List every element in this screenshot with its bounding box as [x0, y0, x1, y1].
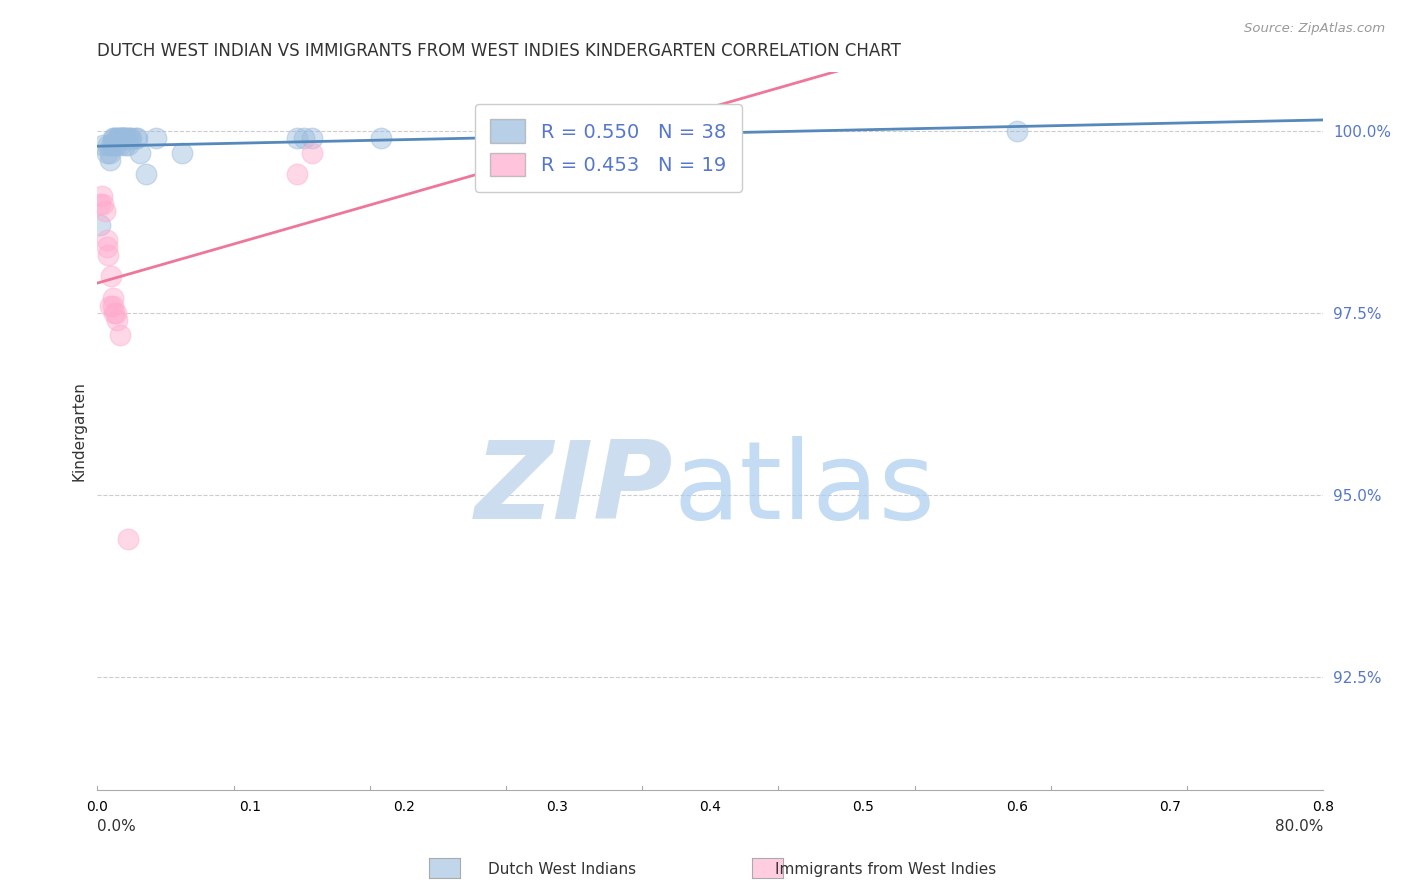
Text: ZIP: ZIP: [475, 435, 673, 541]
Legend: R = 0.550   N = 38, R = 0.453   N = 19: R = 0.550 N = 38, R = 0.453 N = 19: [475, 103, 742, 192]
Text: Immigrants from West Indies: Immigrants from West Indies: [775, 863, 997, 877]
Point: [103, 306, 125, 320]
Text: 0.0%: 0.0%: [97, 819, 136, 834]
Point: [114, 131, 136, 145]
Point: [112, 131, 135, 145]
Point: [89, 196, 111, 211]
Point: [111, 131, 134, 145]
Point: [285, 131, 308, 145]
Point: [118, 131, 141, 145]
Point: [129, 145, 152, 160]
Point: [101, 299, 124, 313]
Point: [101, 138, 124, 153]
Point: [96, 233, 118, 247]
Point: [638, 145, 661, 160]
Point: [101, 131, 124, 145]
Text: 80.0%: 80.0%: [1275, 819, 1323, 834]
Point: [135, 168, 157, 182]
Point: [94, 203, 117, 218]
Point: [301, 131, 323, 145]
Point: [292, 131, 315, 145]
Point: [117, 138, 139, 153]
Point: [112, 131, 135, 145]
Point: [100, 269, 122, 284]
Point: [103, 131, 125, 145]
Point: [127, 131, 149, 145]
Point: [111, 131, 134, 145]
Point: [110, 131, 132, 145]
Point: [104, 306, 127, 320]
Point: [97, 138, 120, 153]
Point: [124, 131, 146, 145]
Point: [104, 131, 127, 145]
Point: [93, 138, 115, 153]
Point: [170, 145, 193, 160]
Point: [105, 131, 128, 145]
Point: [117, 532, 139, 546]
Text: Dutch West Indians: Dutch West Indians: [488, 863, 637, 877]
Point: [98, 145, 121, 160]
Point: [97, 247, 120, 261]
Point: [93, 196, 115, 211]
Point: [1005, 124, 1028, 138]
Point: [89, 219, 111, 233]
Point: [120, 131, 142, 145]
Point: [115, 131, 138, 145]
Point: [91, 189, 114, 203]
Point: [285, 168, 308, 182]
Point: [96, 240, 118, 254]
Text: atlas: atlas: [673, 435, 935, 541]
Point: [100, 138, 122, 153]
Text: Source: ZipAtlas.com: Source: ZipAtlas.com: [1244, 22, 1385, 36]
Point: [101, 291, 124, 305]
Point: [370, 131, 392, 145]
Point: [107, 131, 129, 145]
Point: [110, 327, 132, 342]
Text: DUTCH WEST INDIAN VS IMMIGRANTS FROM WEST INDIES KINDERGARTEN CORRELATION CHART: DUTCH WEST INDIAN VS IMMIGRANTS FROM WES…: [97, 42, 901, 60]
Point: [114, 138, 136, 153]
Point: [96, 145, 118, 160]
Point: [301, 145, 323, 160]
Point: [117, 131, 139, 145]
Point: [110, 138, 132, 153]
Point: [145, 131, 167, 145]
Point: [104, 138, 127, 153]
Point: [98, 299, 121, 313]
Point: [105, 313, 128, 327]
Point: [98, 153, 121, 167]
Y-axis label: Kindergarten: Kindergarten: [72, 381, 86, 481]
